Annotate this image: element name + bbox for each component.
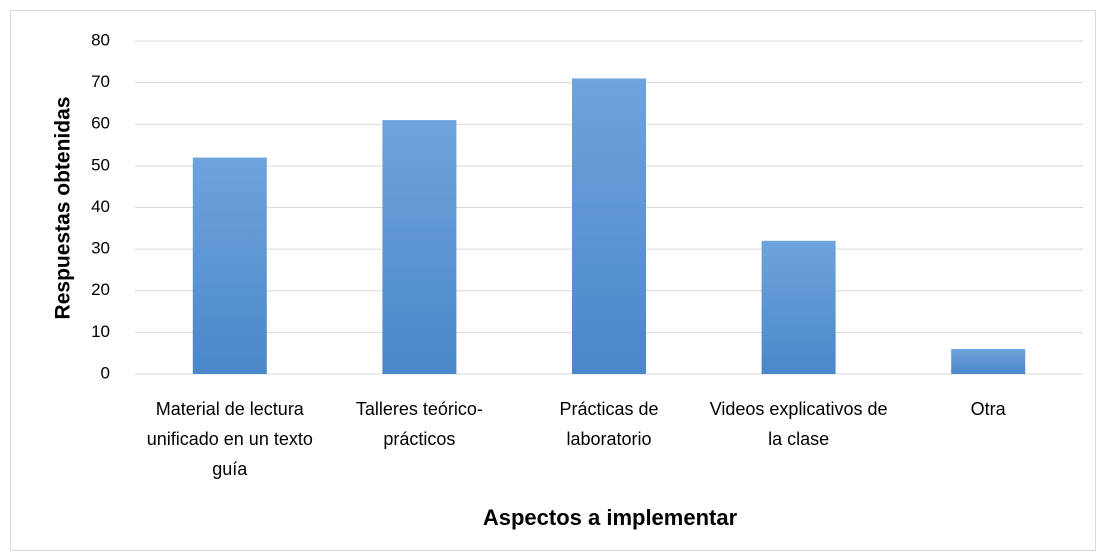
bar [382,120,457,375]
x-tick-label: Prácticas de laboratorio [559,399,659,449]
x-tick-label: Videos explicativos de la clase [709,399,888,449]
bar [761,240,836,374]
y-tick-label: 70 [91,72,110,91]
bar [951,349,1026,374]
bar [192,157,267,374]
y-tick-label: 20 [91,280,110,299]
y-tick-label: 0 [101,363,110,382]
y-tick-label: 40 [91,197,110,216]
y-tick-label: 60 [91,114,110,133]
y-tick-label: 10 [91,322,110,341]
x-tick-label: Material de lectura unificado en un text… [146,399,313,479]
bar [572,78,646,375]
chart-border [10,10,1096,551]
y-tick-label: 50 [91,155,110,174]
y-tick-label: 80 [91,30,110,49]
x-tick-label: Otra [970,399,1006,419]
y-axis-title: Respuestas obtenidas [52,97,75,320]
x-tick-label: Talleres teórico-prácticos [355,399,483,449]
y-tick-label: 30 [91,239,110,258]
x-axis-title: Aspectos a implementar [483,505,738,530]
